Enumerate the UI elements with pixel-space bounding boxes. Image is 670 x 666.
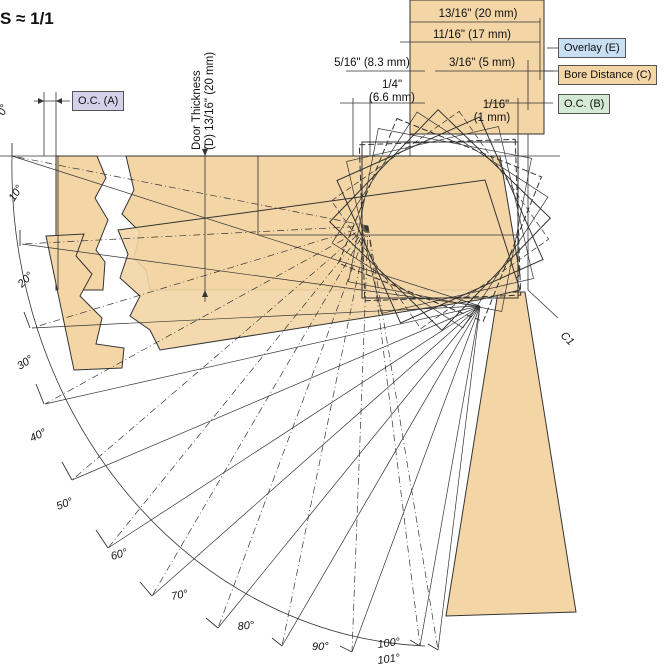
angle-label: 50° xyxy=(55,495,75,512)
rotated-door-outline xyxy=(336,116,544,324)
rotated-door-outline xyxy=(331,111,549,329)
angle-label: 101° xyxy=(377,652,402,666)
angle-ray xyxy=(21,243,481,307)
angle-ray xyxy=(71,225,369,481)
angle-label: 90° xyxy=(312,641,329,653)
door-90deg xyxy=(445,291,577,617)
angle-label: 100° xyxy=(377,636,402,651)
angle-ray xyxy=(281,225,369,647)
angle-ray xyxy=(281,305,481,647)
dim-5-16: 5/16" (8.3 mm) xyxy=(334,57,410,69)
angle-ray xyxy=(351,225,369,653)
angle-ray xyxy=(31,225,369,329)
angle-ray xyxy=(437,305,481,651)
angle-ray xyxy=(44,225,369,405)
overlay-tag: Overlay (E) xyxy=(558,38,626,58)
angle-label: 0° xyxy=(0,102,11,117)
angle-ray xyxy=(351,305,481,653)
door-thickness-value: (D) 13/16" (20 mm) xyxy=(204,52,216,150)
oc-b-tag: O.C. (B) xyxy=(558,94,611,114)
angle-tick-marks xyxy=(11,143,439,653)
angle-tick xyxy=(427,643,439,651)
door-10deg-left-segment xyxy=(45,233,125,371)
angle-label: 30° xyxy=(15,353,36,373)
angle-ray xyxy=(367,225,421,647)
angle-label: 10° xyxy=(7,183,27,204)
angle-ray xyxy=(217,305,481,629)
angle-ray xyxy=(107,305,481,549)
dim-11-16: 11/16" (17 mm) xyxy=(433,29,511,41)
angle-ray xyxy=(11,155,369,227)
rotated-door-outline xyxy=(346,126,534,314)
dim-1-16-line2: (1 mm) xyxy=(474,112,511,124)
dimension-lines xyxy=(340,18,558,156)
angle-tick xyxy=(205,617,219,629)
angle-label: 80° xyxy=(237,619,255,633)
rotated-door-outline xyxy=(328,108,552,332)
rotated-door-outline xyxy=(361,141,519,299)
dim-1-4-line2: (6.6 mm) xyxy=(369,92,415,104)
angle-arc xyxy=(11,155,426,647)
angle-label: 60° xyxy=(109,546,129,562)
dim-1-16-line1: 1/16" xyxy=(483,99,509,111)
dim-1-4-line1: 1/4" xyxy=(382,79,402,91)
angle-ray xyxy=(217,225,369,629)
angle-label: 40° xyxy=(28,426,49,444)
angle-ray xyxy=(21,225,369,245)
rotated-door-outline xyxy=(337,117,543,323)
oc-a-tag: O.C. (A) xyxy=(72,91,125,111)
angle-ray xyxy=(11,155,481,307)
c1-label: C1 xyxy=(558,330,576,348)
angle-tick xyxy=(61,461,73,481)
angle-tick xyxy=(35,383,45,405)
rotated-door-outline xyxy=(330,110,550,330)
angle-tick xyxy=(271,637,283,647)
angle-tick xyxy=(339,645,353,653)
rotated-door-outlines xyxy=(328,108,552,332)
angle-tick xyxy=(409,639,421,647)
bore-distance-tag: Bore Distance (C) xyxy=(558,65,658,85)
opening-angle-rays xyxy=(11,155,481,653)
angle-label: 70° xyxy=(170,588,189,603)
dim-3-16: 3/16" (5 mm) xyxy=(449,57,515,69)
title: S ≈ 1/1 xyxy=(0,9,54,28)
dim-13-16: 13/16" (20 mm) xyxy=(439,8,518,20)
rotated-door-outline xyxy=(348,128,532,312)
angle-tick xyxy=(139,581,153,597)
door-thickness-label: Door Thickness xyxy=(191,70,203,150)
rotated-door-outline xyxy=(358,138,522,302)
angle-tick xyxy=(23,311,31,329)
angle-ray xyxy=(71,305,481,481)
angle-ray xyxy=(44,305,481,405)
angle-ray xyxy=(419,305,481,647)
angle-label: 20° xyxy=(15,269,36,290)
angle-ray xyxy=(151,305,481,597)
angle-ray xyxy=(31,305,481,329)
angle-ray xyxy=(107,225,369,549)
angle-tick xyxy=(95,529,109,549)
angle-ray xyxy=(151,225,369,597)
